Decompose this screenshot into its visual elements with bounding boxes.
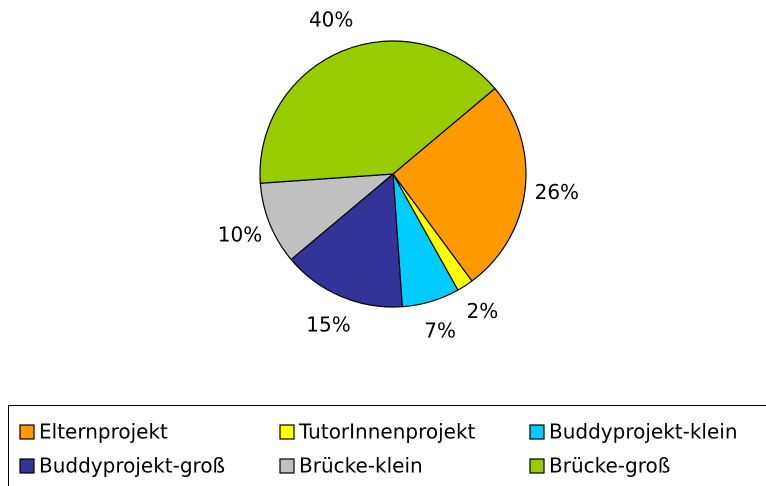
legend-label: Buddyprojekt-groß bbox=[39, 454, 225, 478]
legend-swatch bbox=[19, 458, 35, 474]
data-label: 26% bbox=[535, 180, 579, 204]
legend-swatch bbox=[529, 458, 545, 474]
data-label: 15% bbox=[306, 312, 350, 336]
data-label: 2% bbox=[467, 299, 499, 323]
data-label: 7% bbox=[424, 319, 456, 343]
legend-swatch bbox=[279, 424, 295, 440]
legend-swatch bbox=[529, 424, 545, 440]
legend-label: Buddyprojekt-klein bbox=[549, 420, 738, 444]
legend-label: Elternprojekt bbox=[39, 420, 168, 444]
legend-label: Brücke-groß bbox=[549, 454, 670, 478]
legend-label: Brücke-klein bbox=[299, 454, 423, 478]
pie-slice bbox=[259, 173, 395, 261]
legend-label: TutorInnenprojekt bbox=[298, 420, 476, 444]
data-label: 40% bbox=[309, 8, 353, 32]
data-label: 10% bbox=[218, 222, 262, 246]
pie-slice bbox=[290, 172, 403, 308]
pie-slice bbox=[259, 40, 496, 184]
legend-swatch bbox=[279, 458, 295, 474]
legend-swatch bbox=[19, 424, 35, 440]
pie-slice bbox=[392, 87, 527, 282]
legend-box bbox=[8, 405, 766, 486]
